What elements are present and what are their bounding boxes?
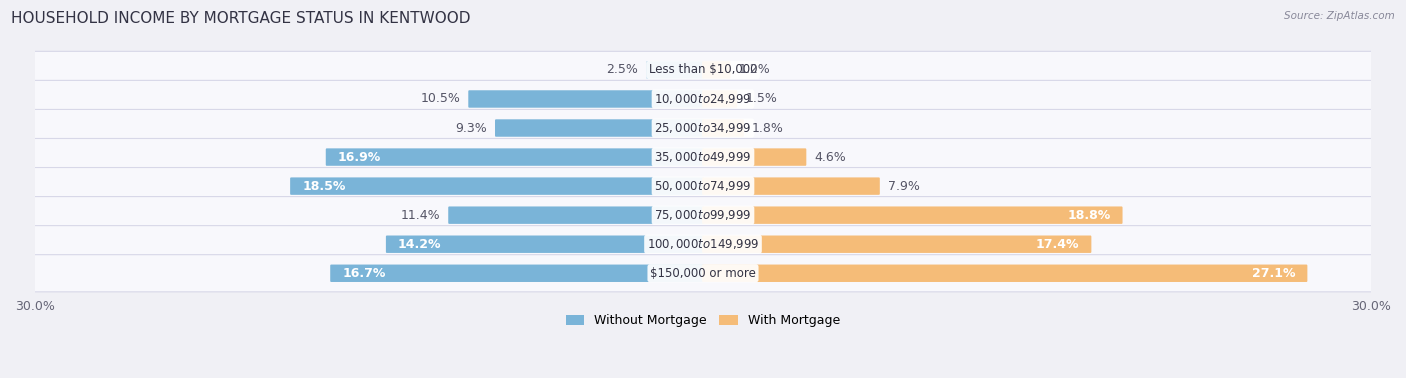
Text: 16.9%: 16.9% — [337, 150, 381, 164]
FancyBboxPatch shape — [22, 167, 1384, 205]
FancyBboxPatch shape — [495, 119, 704, 137]
FancyBboxPatch shape — [326, 148, 704, 166]
Text: 7.9%: 7.9% — [887, 180, 920, 193]
FancyBboxPatch shape — [385, 235, 704, 253]
Text: 27.1%: 27.1% — [1251, 267, 1295, 280]
FancyBboxPatch shape — [468, 90, 704, 108]
Text: $150,000 or more: $150,000 or more — [650, 267, 756, 280]
FancyBboxPatch shape — [702, 265, 1308, 282]
Text: 16.7%: 16.7% — [342, 267, 385, 280]
Text: $100,000 to $149,999: $100,000 to $149,999 — [647, 237, 759, 251]
FancyBboxPatch shape — [647, 61, 704, 79]
FancyBboxPatch shape — [702, 235, 1091, 253]
Text: HOUSEHOLD INCOME BY MORTGAGE STATUS IN KENTWOOD: HOUSEHOLD INCOME BY MORTGAGE STATUS IN K… — [11, 11, 471, 26]
FancyBboxPatch shape — [290, 177, 704, 195]
FancyBboxPatch shape — [22, 110, 1384, 147]
FancyBboxPatch shape — [22, 138, 1384, 176]
Text: 17.4%: 17.4% — [1036, 238, 1080, 251]
FancyBboxPatch shape — [702, 177, 880, 195]
Text: Less than $10,000: Less than $10,000 — [648, 64, 758, 76]
FancyBboxPatch shape — [22, 51, 1384, 88]
FancyBboxPatch shape — [702, 206, 1122, 224]
Text: $10,000 to $24,999: $10,000 to $24,999 — [654, 92, 752, 106]
Text: 14.2%: 14.2% — [398, 238, 441, 251]
FancyBboxPatch shape — [330, 265, 704, 282]
FancyBboxPatch shape — [22, 226, 1384, 263]
FancyBboxPatch shape — [702, 119, 744, 137]
Text: 2.5%: 2.5% — [606, 64, 638, 76]
Text: 9.3%: 9.3% — [456, 122, 486, 135]
FancyBboxPatch shape — [22, 255, 1384, 292]
FancyBboxPatch shape — [22, 81, 1384, 118]
Text: 1.8%: 1.8% — [752, 122, 785, 135]
Text: $75,000 to $99,999: $75,000 to $99,999 — [654, 208, 752, 222]
FancyBboxPatch shape — [22, 197, 1384, 234]
Text: 18.5%: 18.5% — [302, 180, 346, 193]
FancyBboxPatch shape — [449, 206, 704, 224]
Text: 10.5%: 10.5% — [420, 93, 460, 105]
Text: $50,000 to $74,999: $50,000 to $74,999 — [654, 179, 752, 193]
Text: 11.4%: 11.4% — [401, 209, 440, 222]
FancyBboxPatch shape — [702, 90, 737, 108]
Text: 1.2%: 1.2% — [738, 64, 770, 76]
Text: 4.6%: 4.6% — [814, 150, 846, 164]
Text: 18.8%: 18.8% — [1067, 209, 1111, 222]
Text: 1.5%: 1.5% — [745, 93, 778, 105]
Text: $25,000 to $34,999: $25,000 to $34,999 — [654, 121, 752, 135]
FancyBboxPatch shape — [702, 61, 731, 79]
FancyBboxPatch shape — [702, 148, 806, 166]
Text: Source: ZipAtlas.com: Source: ZipAtlas.com — [1284, 11, 1395, 21]
Text: $35,000 to $49,999: $35,000 to $49,999 — [654, 150, 752, 164]
Legend: Without Mortgage, With Mortgage: Without Mortgage, With Mortgage — [561, 309, 845, 332]
